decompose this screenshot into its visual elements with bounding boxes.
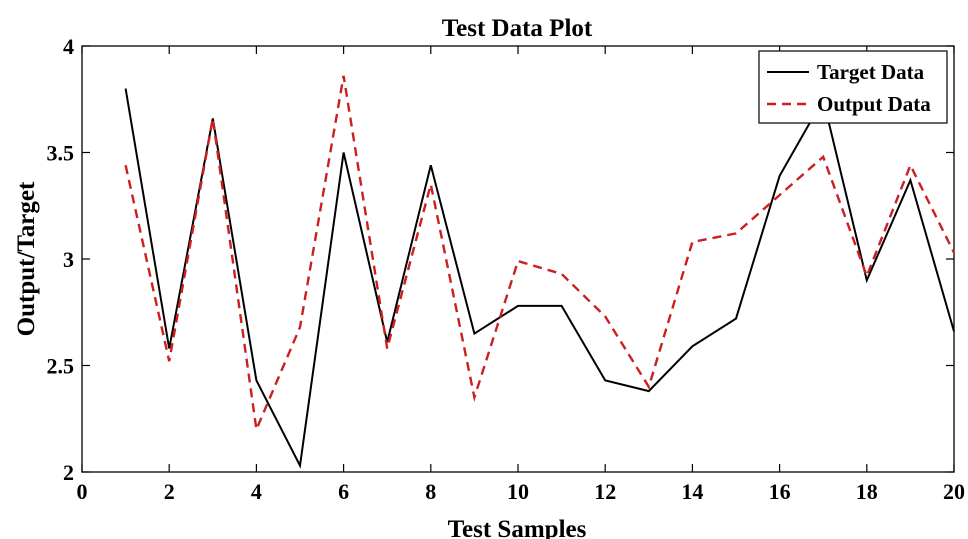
y-tick-label: 4: [63, 34, 74, 59]
x-tick-label: 18: [856, 479, 878, 504]
x-tick-label: 6: [338, 479, 349, 504]
legend-label-target: Target Data: [817, 60, 925, 84]
x-tick-label: 10: [507, 479, 529, 504]
legend: Target Data Output Data: [758, 50, 948, 124]
x-tick-label: 16: [769, 479, 791, 504]
x-tick-label: 0: [77, 479, 88, 504]
legend-box: [758, 50, 948, 124]
y-axis-label: Output/Target: [13, 181, 40, 336]
x-tick-label: 12: [594, 479, 616, 504]
x-tick-label: 8: [425, 479, 436, 504]
legend-label-output: Output Data: [817, 92, 931, 116]
series-line-output: [124, 75, 956, 434]
y-tick-label: 3: [63, 247, 74, 272]
x-tick-label: 20: [943, 479, 965, 504]
x-axis-label: Test Samples: [448, 516, 587, 539]
y-tick-label: 2.5: [47, 354, 75, 379]
x-tick-label: 2: [164, 479, 175, 504]
series-line-target: [124, 88, 955, 469]
chart-title: Test Data Plot: [442, 15, 593, 42]
y-tick-label: 2: [63, 460, 74, 485]
series-layer: [124, 75, 956, 469]
x-tick-label: 14: [681, 479, 703, 504]
y-tick-label: 3.5: [47, 141, 75, 166]
x-tick-label: 4: [251, 479, 262, 504]
